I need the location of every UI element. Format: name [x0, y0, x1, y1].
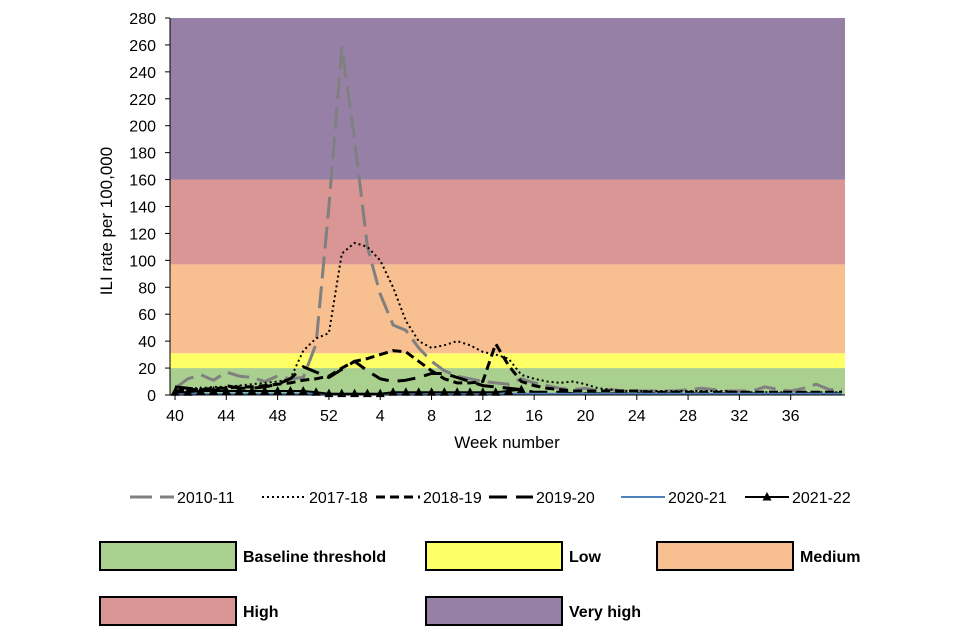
- y-tick-label: 80: [138, 280, 156, 297]
- band-high: [170, 179, 845, 265]
- band-legend-swatch-medium: [656, 541, 794, 571]
- point-2021-22: [273, 385, 283, 395]
- activity-bands: [170, 18, 845, 395]
- legend-label-2020-21: 2020-21: [668, 490, 727, 507]
- point-2021-22: [516, 384, 526, 394]
- y-tick-label: 180: [129, 146, 156, 163]
- point-2021-22: [234, 385, 244, 395]
- point-2021-22: [170, 387, 180, 396]
- series-line-2021-22: [175, 388, 522, 395]
- y-tick-label: 140: [129, 200, 156, 217]
- x-tick-label: 48: [269, 408, 287, 425]
- x-tick-label: 16: [525, 408, 543, 425]
- y-tick-label: 100: [129, 253, 156, 270]
- point-2021-22: [311, 387, 321, 396]
- x-tick-label: 52: [320, 408, 338, 425]
- axes: 0 20 40 60 80 100 120 140 160 180 200 220 240 260 280 4…: [129, 11, 845, 425]
- band-legend-label-baseline-threshold: Baseline threshold: [243, 549, 386, 566]
- point-2021-22: [465, 387, 475, 396]
- band-legend-swatch-very-high: [425, 596, 563, 626]
- band-legend-label-high: High: [243, 604, 279, 621]
- point-2021-22: [414, 387, 424, 396]
- x-tick-label: 40: [166, 408, 184, 425]
- x-axis-title: Week number: [454, 433, 560, 452]
- x-tick-label: 4: [376, 408, 385, 425]
- x-tick-label: 32: [730, 408, 748, 425]
- point-2021-22: [196, 385, 206, 395]
- point-2021-22: [491, 387, 501, 396]
- x-tick-label: 8: [427, 408, 436, 425]
- y-tick-label: 160: [129, 173, 156, 190]
- y-tick-label: 220: [129, 92, 156, 109]
- point-2021-22: [221, 385, 231, 395]
- x-tick-label: 36: [782, 408, 800, 425]
- x-tick-label: 28: [679, 408, 697, 425]
- x-tick-label: 44: [217, 408, 235, 425]
- point-2021-22: [427, 387, 437, 396]
- y-tick-label: 0: [147, 388, 156, 405]
- y-axis-title: ILI rate per 100,000: [97, 147, 116, 295]
- legend-label-2017-18: 2017-18: [309, 490, 368, 507]
- band-very-high: [170, 18, 845, 180]
- legend-marker: [762, 492, 772, 501]
- point-2021-22: [388, 387, 398, 396]
- point-2021-22: [260, 385, 270, 395]
- point-2021-22: [285, 385, 295, 395]
- x-tick-label: 24: [628, 408, 646, 425]
- band-low: [170, 353, 845, 369]
- band-legend-swatch-low: [425, 541, 563, 571]
- point-2021-22: [208, 385, 218, 395]
- y-tick-label: 280: [129, 11, 156, 28]
- point-2021-22: [247, 385, 257, 395]
- y-tick-label: 60: [138, 307, 156, 324]
- band-legend-swatch-baseline-threshold: [99, 541, 237, 571]
- point-2021-22: [452, 387, 462, 396]
- y-tick-label: 240: [129, 65, 156, 82]
- point-2021-22: [439, 387, 449, 396]
- point-2021-22: [401, 387, 411, 396]
- y-tick-label: 260: [129, 38, 156, 55]
- x-tick-label: 12: [474, 408, 492, 425]
- band-medium: [170, 264, 845, 354]
- point-2021-22: [183, 387, 193, 396]
- legend-label-2010-11: 2010-11: [177, 490, 235, 507]
- band-legend-swatch-high: [99, 596, 237, 626]
- band-legend-label-medium: Medium: [800, 549, 860, 566]
- point-2021-22: [504, 385, 513, 395]
- legend-label-2021-22: 2021-22: [792, 490, 851, 507]
- y-tick-label: 40: [138, 334, 156, 351]
- point-2021-22: [298, 385, 308, 395]
- y-tick-label: 200: [129, 119, 156, 136]
- series-legend: 2010-11 2017-18 2018-19 2019-20 2020-21 2021-…: [130, 490, 851, 507]
- band-legend-label-low: Low: [569, 549, 602, 566]
- legend-label-2019-20: 2019-20: [536, 490, 595, 507]
- y-tick-label: 120: [129, 226, 156, 243]
- y-tick-label: 20: [138, 361, 156, 378]
- band-legend: Baseline threshold Low Medium High Very high: [99, 541, 860, 626]
- legend-label-2018-19: 2018-19: [423, 490, 482, 507]
- point-2021-22: [478, 387, 488, 396]
- x-tick-label: 20: [577, 408, 595, 425]
- band-legend-label-very-high: Very high: [569, 604, 641, 621]
